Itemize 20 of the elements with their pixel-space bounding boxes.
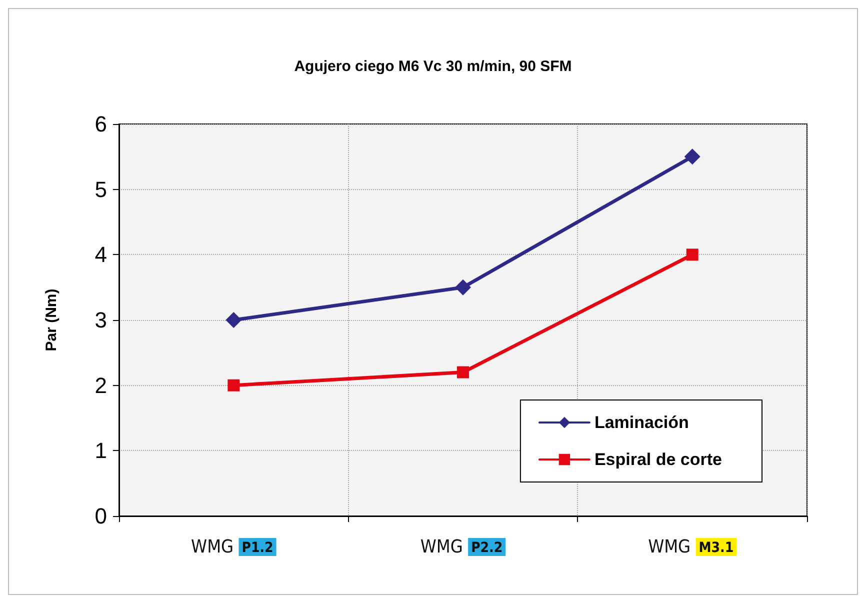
point xyxy=(686,248,698,261)
x-tick-label: WMG P2.2 xyxy=(420,536,503,558)
chart-title: Agujero ciego M6 Vc 30 m/min, 90 SFM xyxy=(294,58,572,75)
point xyxy=(457,366,469,378)
point xyxy=(455,279,471,296)
y-tick-label: 0 xyxy=(94,504,107,528)
y-tick-label: 3 xyxy=(94,308,107,332)
y-tick-label: 5 xyxy=(94,176,107,202)
x-tick-label: WMG P1.2 xyxy=(191,536,274,558)
y-tick-label: 4 xyxy=(94,242,107,268)
y-tick-label: 2 xyxy=(94,372,107,398)
legend-label: Laminación xyxy=(594,413,689,432)
y-tick-label: 1 xyxy=(94,438,107,464)
point xyxy=(228,379,240,392)
x-tick-label: WMG M3.1 xyxy=(648,536,734,558)
legend-label: Espiral de corte xyxy=(594,450,722,469)
y-tick-label: 6 xyxy=(94,112,107,136)
y-axis-title: Par (Nm) xyxy=(43,288,60,352)
point xyxy=(226,312,242,328)
point xyxy=(684,148,700,165)
